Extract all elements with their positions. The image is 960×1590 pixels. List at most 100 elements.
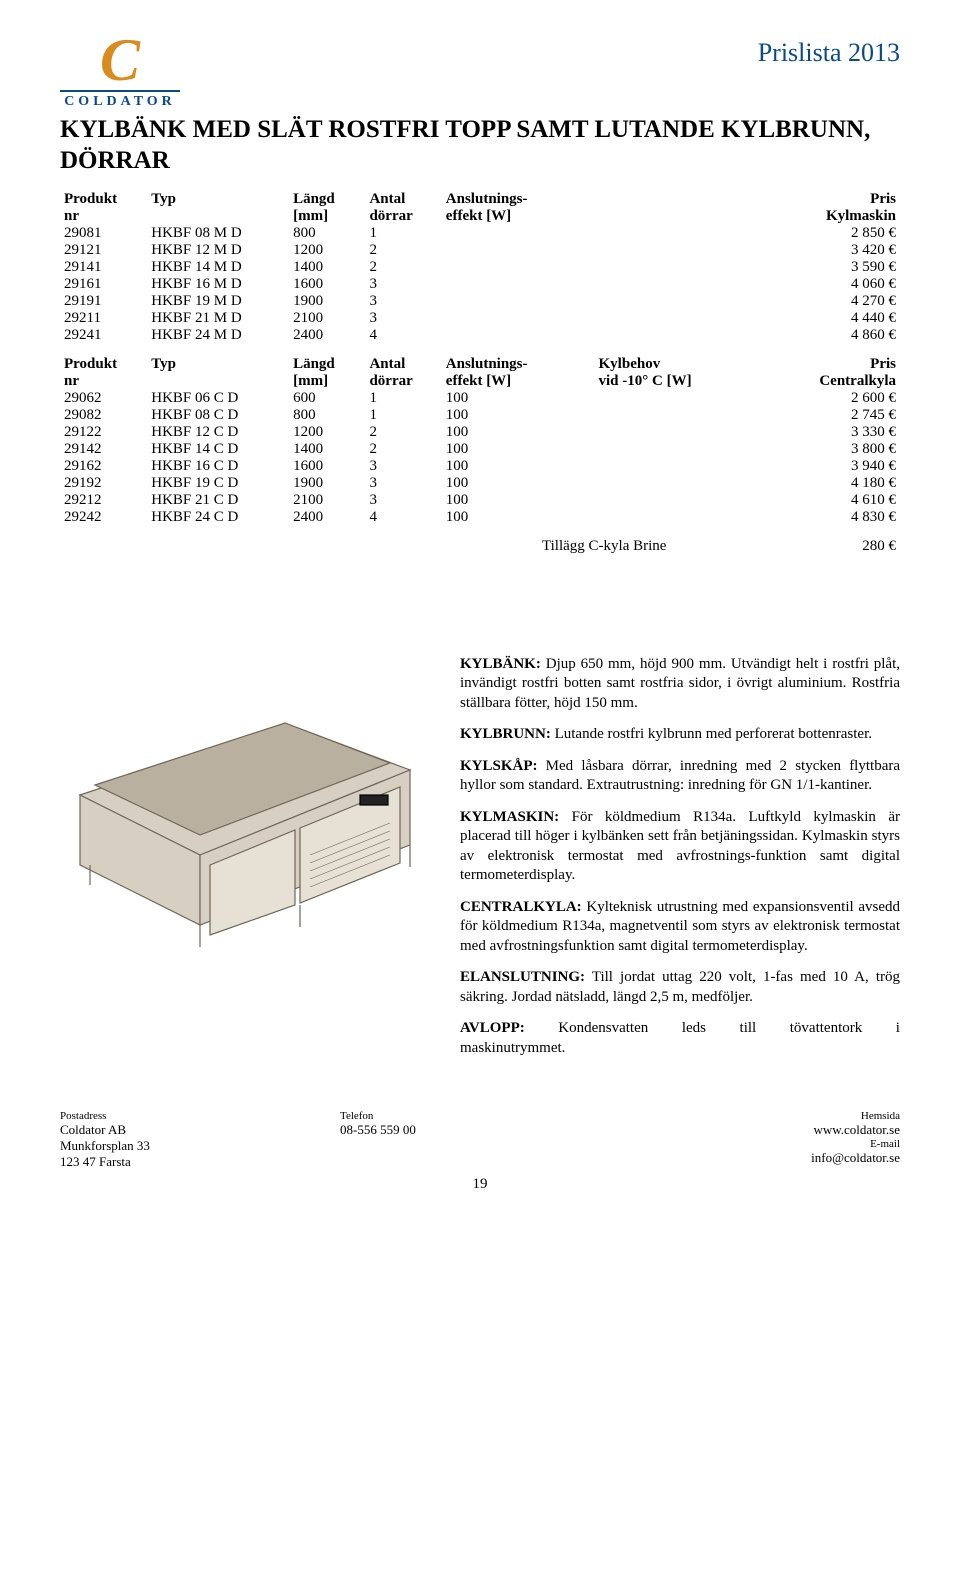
table-cell: 29242 [60, 509, 147, 526]
table-cell: HKBF 19 C D [147, 475, 289, 492]
logo-name: COLDATOR [60, 90, 180, 110]
col-subheader: [mm] [289, 208, 365, 225]
table-row: 29082HKBF 08 C D80011002 745 € [60, 407, 900, 424]
table-row: 29081HKBF 08 M D80012 850 € [60, 225, 900, 242]
table-cell: 100 [442, 509, 595, 526]
table-cell: HKBF 14 C D [147, 441, 289, 458]
table-cell: 100 [442, 492, 595, 509]
table-cell: 100 [442, 475, 595, 492]
header-row: C COLDATOR Prislista 2013 [60, 30, 900, 110]
table-row: 29062HKBF 06 C D60011002 600 € [60, 390, 900, 407]
col-subheader [147, 373, 289, 390]
table-cell: 800 [289, 407, 365, 424]
table-cell: 1600 [289, 458, 365, 475]
table-cell: 2100 [289, 310, 365, 327]
table-cell: 4 060 € [758, 276, 900, 293]
col-header: Längd [289, 356, 365, 373]
table-cell: 3 330 € [758, 424, 900, 441]
table-cell: HKBF 24 M D [147, 327, 289, 344]
table-cell: HKBF 12 C D [147, 424, 289, 441]
table-cell [595, 259, 759, 276]
table-cell: 2400 [289, 509, 365, 526]
table-cell: 1200 [289, 424, 365, 441]
description-key: KYLMASKIN: [460, 809, 559, 825]
table-kylmaskin: ProduktTypLängdAntalAnslutnings-Prisnr[m… [60, 191, 900, 344]
description-key: KYLBRUNN: [460, 726, 551, 742]
col-header: Anslutnings- [442, 191, 595, 208]
col-header: Pris [758, 356, 900, 373]
col-subheader: nr [60, 208, 147, 225]
table-row: 29162HKBF 16 C D160031003 940 € [60, 458, 900, 475]
table-cell [595, 424, 759, 441]
table-cell [442, 225, 595, 242]
table-cell [595, 407, 759, 424]
table-cell [595, 276, 759, 293]
table-cell: 2100 [289, 492, 365, 509]
table-cell: 4 [365, 327, 441, 344]
footer-tel-value: 08-556 559 00 [340, 1122, 620, 1138]
col-header: Antal [365, 356, 441, 373]
col-subheader [595, 208, 759, 225]
table-cell [442, 310, 595, 327]
table-cell: 2 [365, 441, 441, 458]
table-cell: 3 590 € [758, 259, 900, 276]
table-row: 29142HKBF 14 C D140021003 800 € [60, 441, 900, 458]
table-cell: HKBF 08 M D [147, 225, 289, 242]
table-cell: HKBF 19 M D [147, 293, 289, 310]
description-key: AVLOPP: [460, 1019, 525, 1039]
table-cell: 29081 [60, 225, 147, 242]
table-row: 29242HKBF 24 C D240041004 830 € [60, 509, 900, 526]
description-paragraph: KYLSKÅP: Med låsbara dörrar, inredning m… [460, 757, 900, 796]
table-cell: 29211 [60, 310, 147, 327]
page-number: 19 [60, 1176, 900, 1193]
table-cell: HKBF 21 M D [147, 310, 289, 327]
page: C COLDATOR Prislista 2013 KYLBÄNK MED SL… [0, 0, 960, 1233]
table-cell: HKBF 16 C D [147, 458, 289, 475]
table-cell: 2 [365, 424, 441, 441]
table-cell: 2 [365, 259, 441, 276]
table-cell: 100 [442, 407, 595, 424]
table-cell [595, 327, 759, 344]
table-row: 29191HKBF 19 M D190034 270 € [60, 293, 900, 310]
table-cell: 2 850 € [758, 225, 900, 242]
table-cell: 1 [365, 407, 441, 424]
description-block: KYLBÄNK: Djup 650 mm, höjd 900 mm. Utvän… [460, 655, 900, 1071]
footer-mail-value: info@coldator.se [620, 1150, 900, 1166]
table-cell: HKBF 06 C D [147, 390, 289, 407]
col-header: Antal [365, 191, 441, 208]
addendum-label: Tillägg C-kyla Brine [538, 538, 766, 555]
doc-title: Prislista 2013 [758, 38, 900, 68]
description-word: i [896, 1019, 900, 1039]
description-word: Kondensvatten [558, 1019, 648, 1039]
footer-mail-label: E-mail [620, 1138, 900, 1150]
table-cell: HKBF 16 M D [147, 276, 289, 293]
description-paragraph: ELANSLUTNING: Till jordat uttag 220 volt… [460, 968, 900, 1007]
table-cell: 4 [365, 509, 441, 526]
description-key: KYLSKÅP: [460, 758, 538, 774]
table-cell: HKBF 14 M D [147, 259, 289, 276]
table-cell [595, 458, 759, 475]
col-header: Pris [758, 191, 900, 208]
col-header: Typ [147, 356, 289, 373]
table-cell [442, 242, 595, 259]
table-cell: 4 180 € [758, 475, 900, 492]
table-cell: 2 745 € [758, 407, 900, 424]
footer-post: Postadress Coldator AB Munkforsplan 33 1… [60, 1110, 340, 1170]
col-subheader: effekt [W] [442, 373, 595, 390]
table-cell [595, 509, 759, 526]
col-header: Produkt [60, 191, 147, 208]
table-row: 29241HKBF 24 M D240044 860 € [60, 327, 900, 344]
table-cell: 3 [365, 310, 441, 327]
footer-tel-label: Telefon [340, 1110, 620, 1122]
table-cell [595, 492, 759, 509]
description-paragraph: KYLBRUNN: Lutande rostfri kylbrunn med p… [460, 725, 900, 745]
footer: Postadress Coldator AB Munkforsplan 33 1… [60, 1110, 900, 1170]
table-cell: 600 [289, 390, 365, 407]
col-header: Anslutnings- [442, 356, 595, 373]
col-subheader [147, 208, 289, 225]
table-row: 29121HKBF 12 M D120023 420 € [60, 242, 900, 259]
table-cell: 29062 [60, 390, 147, 407]
description-word: tövattentork [790, 1019, 862, 1039]
description-key: CENTRALKYLA: [460, 899, 582, 915]
table-cell: 3 940 € [758, 458, 900, 475]
